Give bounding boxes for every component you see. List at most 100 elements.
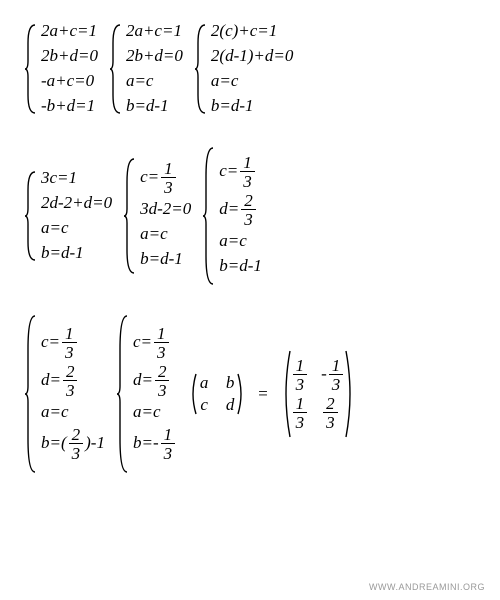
fraction: 13 xyxy=(293,395,308,431)
matrix-cell: 13 xyxy=(291,357,310,393)
equation-line: 2b+d=0 xyxy=(41,45,98,68)
matrix-cell: -13 xyxy=(321,357,345,393)
left-brace-icon xyxy=(25,167,37,265)
system-2-2: c=13 3d-2=0 a=c b=d-1 xyxy=(124,157,191,275)
sign: - xyxy=(321,364,327,383)
system-1-1: 2a+c=1 2b+d=0 -a+c=0 -b+d=1 xyxy=(25,20,98,118)
denominator: 3 xyxy=(161,443,176,462)
left-paren-icon xyxy=(189,372,197,416)
left-brace-icon xyxy=(195,20,207,118)
equation-line: -b+d=1 xyxy=(41,95,98,118)
equations: 3c=1 2d-2+d=0 a=c b=d-1 xyxy=(41,167,112,265)
fraction: 23 xyxy=(155,363,170,399)
right-paren-icon xyxy=(345,349,355,439)
matrix-row: 13 23 xyxy=(291,395,346,431)
numerator: 1 xyxy=(161,160,176,177)
matrix-cell: c xyxy=(197,395,211,415)
numerator: 2 xyxy=(63,363,78,380)
equation-line: b=d-1 xyxy=(211,95,293,118)
equation-line: b=-13 xyxy=(133,426,177,462)
matrix-cells: 13 -13 13 23 xyxy=(291,357,346,431)
equation-line: b=d-1 xyxy=(126,95,183,118)
denominator: 3 xyxy=(63,380,78,399)
equation-line: a=c xyxy=(211,70,293,93)
matrix-row: a b xyxy=(197,373,237,393)
matrix-left: a b c d xyxy=(189,372,245,416)
equation-line: 2(d-1)+d=0 xyxy=(211,45,293,68)
equation-line: 3c=1 xyxy=(41,167,112,190)
system-3-2: c=13 d=23 a=c b=-13 xyxy=(117,314,177,474)
matrix-right: 13 -13 13 23 xyxy=(281,349,356,439)
numerator: 2 xyxy=(241,192,256,209)
fraction: 13 xyxy=(240,154,255,190)
fraction: 13 xyxy=(293,357,308,393)
equation-line: d=23 xyxy=(219,192,262,228)
equation-line: b=d-1 xyxy=(140,248,191,271)
equation-line: c=13 xyxy=(133,325,177,361)
denominator: 3 xyxy=(69,443,84,462)
matrix-row: 13 -13 xyxy=(291,357,346,393)
left-brace-icon xyxy=(25,20,37,118)
fraction: 13 xyxy=(161,160,176,196)
equation-line: a=c xyxy=(133,401,177,424)
equation-line: 2a+c=1 xyxy=(41,20,98,43)
matrix-cells: a b c d xyxy=(197,373,237,415)
equations: 2a+c=1 2b+d=0 -a+c=0 -b+d=1 xyxy=(41,20,98,118)
left-brace-icon xyxy=(110,20,122,118)
system-2-1: 3c=1 2d-2+d=0 a=c b=d-1 xyxy=(25,167,112,265)
matrix-cell: b xyxy=(223,373,237,393)
eq-part: d= xyxy=(133,370,153,389)
fraction: 13 xyxy=(62,325,77,361)
numerator: 1 xyxy=(62,325,77,342)
matrix-row: c d xyxy=(197,395,237,415)
equations: c=13 d=23 a=c b=(23)-1 xyxy=(41,314,105,474)
equation-row-3: c=13 d=23 a=c b=(23)-1 c=13 d=23 a=c b=-… xyxy=(25,314,485,474)
left-brace-icon xyxy=(25,314,37,474)
equation-line: c=13 xyxy=(41,325,105,361)
equation-line: b=(23)-1 xyxy=(41,426,105,462)
numerator: 2 xyxy=(155,363,170,380)
equations: 2a+c=1 2b+d=0 a=c b=d-1 xyxy=(126,20,183,118)
fraction: 23 xyxy=(69,426,84,462)
denominator: 3 xyxy=(240,171,255,190)
eq-part: d= xyxy=(41,370,61,389)
denominator: 3 xyxy=(241,209,256,228)
equation-line: a=c xyxy=(126,70,183,93)
left-brace-icon xyxy=(124,157,136,275)
numerator: 1 xyxy=(293,395,308,412)
equations: c=13 d=23 a=c b=d-1 xyxy=(219,146,262,286)
equation-line: a=c xyxy=(140,223,191,246)
system-2-3: c=13 d=23 a=c b=d-1 xyxy=(203,146,262,286)
numerator: 1 xyxy=(329,357,344,374)
equations: c=13 d=23 a=c b=-13 xyxy=(133,314,177,474)
denominator: 3 xyxy=(293,412,308,431)
system-3-1: c=13 d=23 a=c b=(23)-1 xyxy=(25,314,105,474)
equals-sign: = xyxy=(257,384,268,404)
left-paren-icon xyxy=(281,349,291,439)
eq-part: c= xyxy=(133,332,152,351)
equation-line: d=23 xyxy=(41,363,105,399)
right-paren-icon xyxy=(237,372,245,416)
matrix-cell: 13 xyxy=(291,395,310,431)
left-brace-icon xyxy=(203,146,215,286)
fraction: 13 xyxy=(329,357,344,393)
numerator: 1 xyxy=(161,426,176,443)
equations: 2(c)+c=1 2(d-1)+d=0 a=c b=d-1 xyxy=(211,20,293,118)
equation-row-1: 2a+c=1 2b+d=0 -a+c=0 -b+d=1 2a+c=1 2b+d=… xyxy=(25,20,485,118)
equation-line: a=c xyxy=(41,401,105,424)
equation-line: 2a+c=1 xyxy=(126,20,183,43)
equation-row-2: 3c=1 2d-2+d=0 a=c b=d-1 c=13 3d-2=0 a=c … xyxy=(25,146,485,286)
equation-line: 2(c)+c=1 xyxy=(211,20,293,43)
numerator: 1 xyxy=(154,325,169,342)
equation-line: c=13 xyxy=(219,154,262,190)
footer-credit: WWW.ANDREAMINI.ORG xyxy=(369,582,485,592)
denominator: 3 xyxy=(161,177,176,196)
numerator: 1 xyxy=(293,357,308,374)
eq-part: c= xyxy=(140,167,159,186)
equation-line: 2d-2+d=0 xyxy=(41,192,112,215)
numerator: 2 xyxy=(69,426,84,443)
equation-line: c=13 xyxy=(140,160,191,196)
eq-part: )-1 xyxy=(85,433,105,452)
denominator: 3 xyxy=(323,412,338,431)
equation-line: a=c xyxy=(219,230,262,253)
